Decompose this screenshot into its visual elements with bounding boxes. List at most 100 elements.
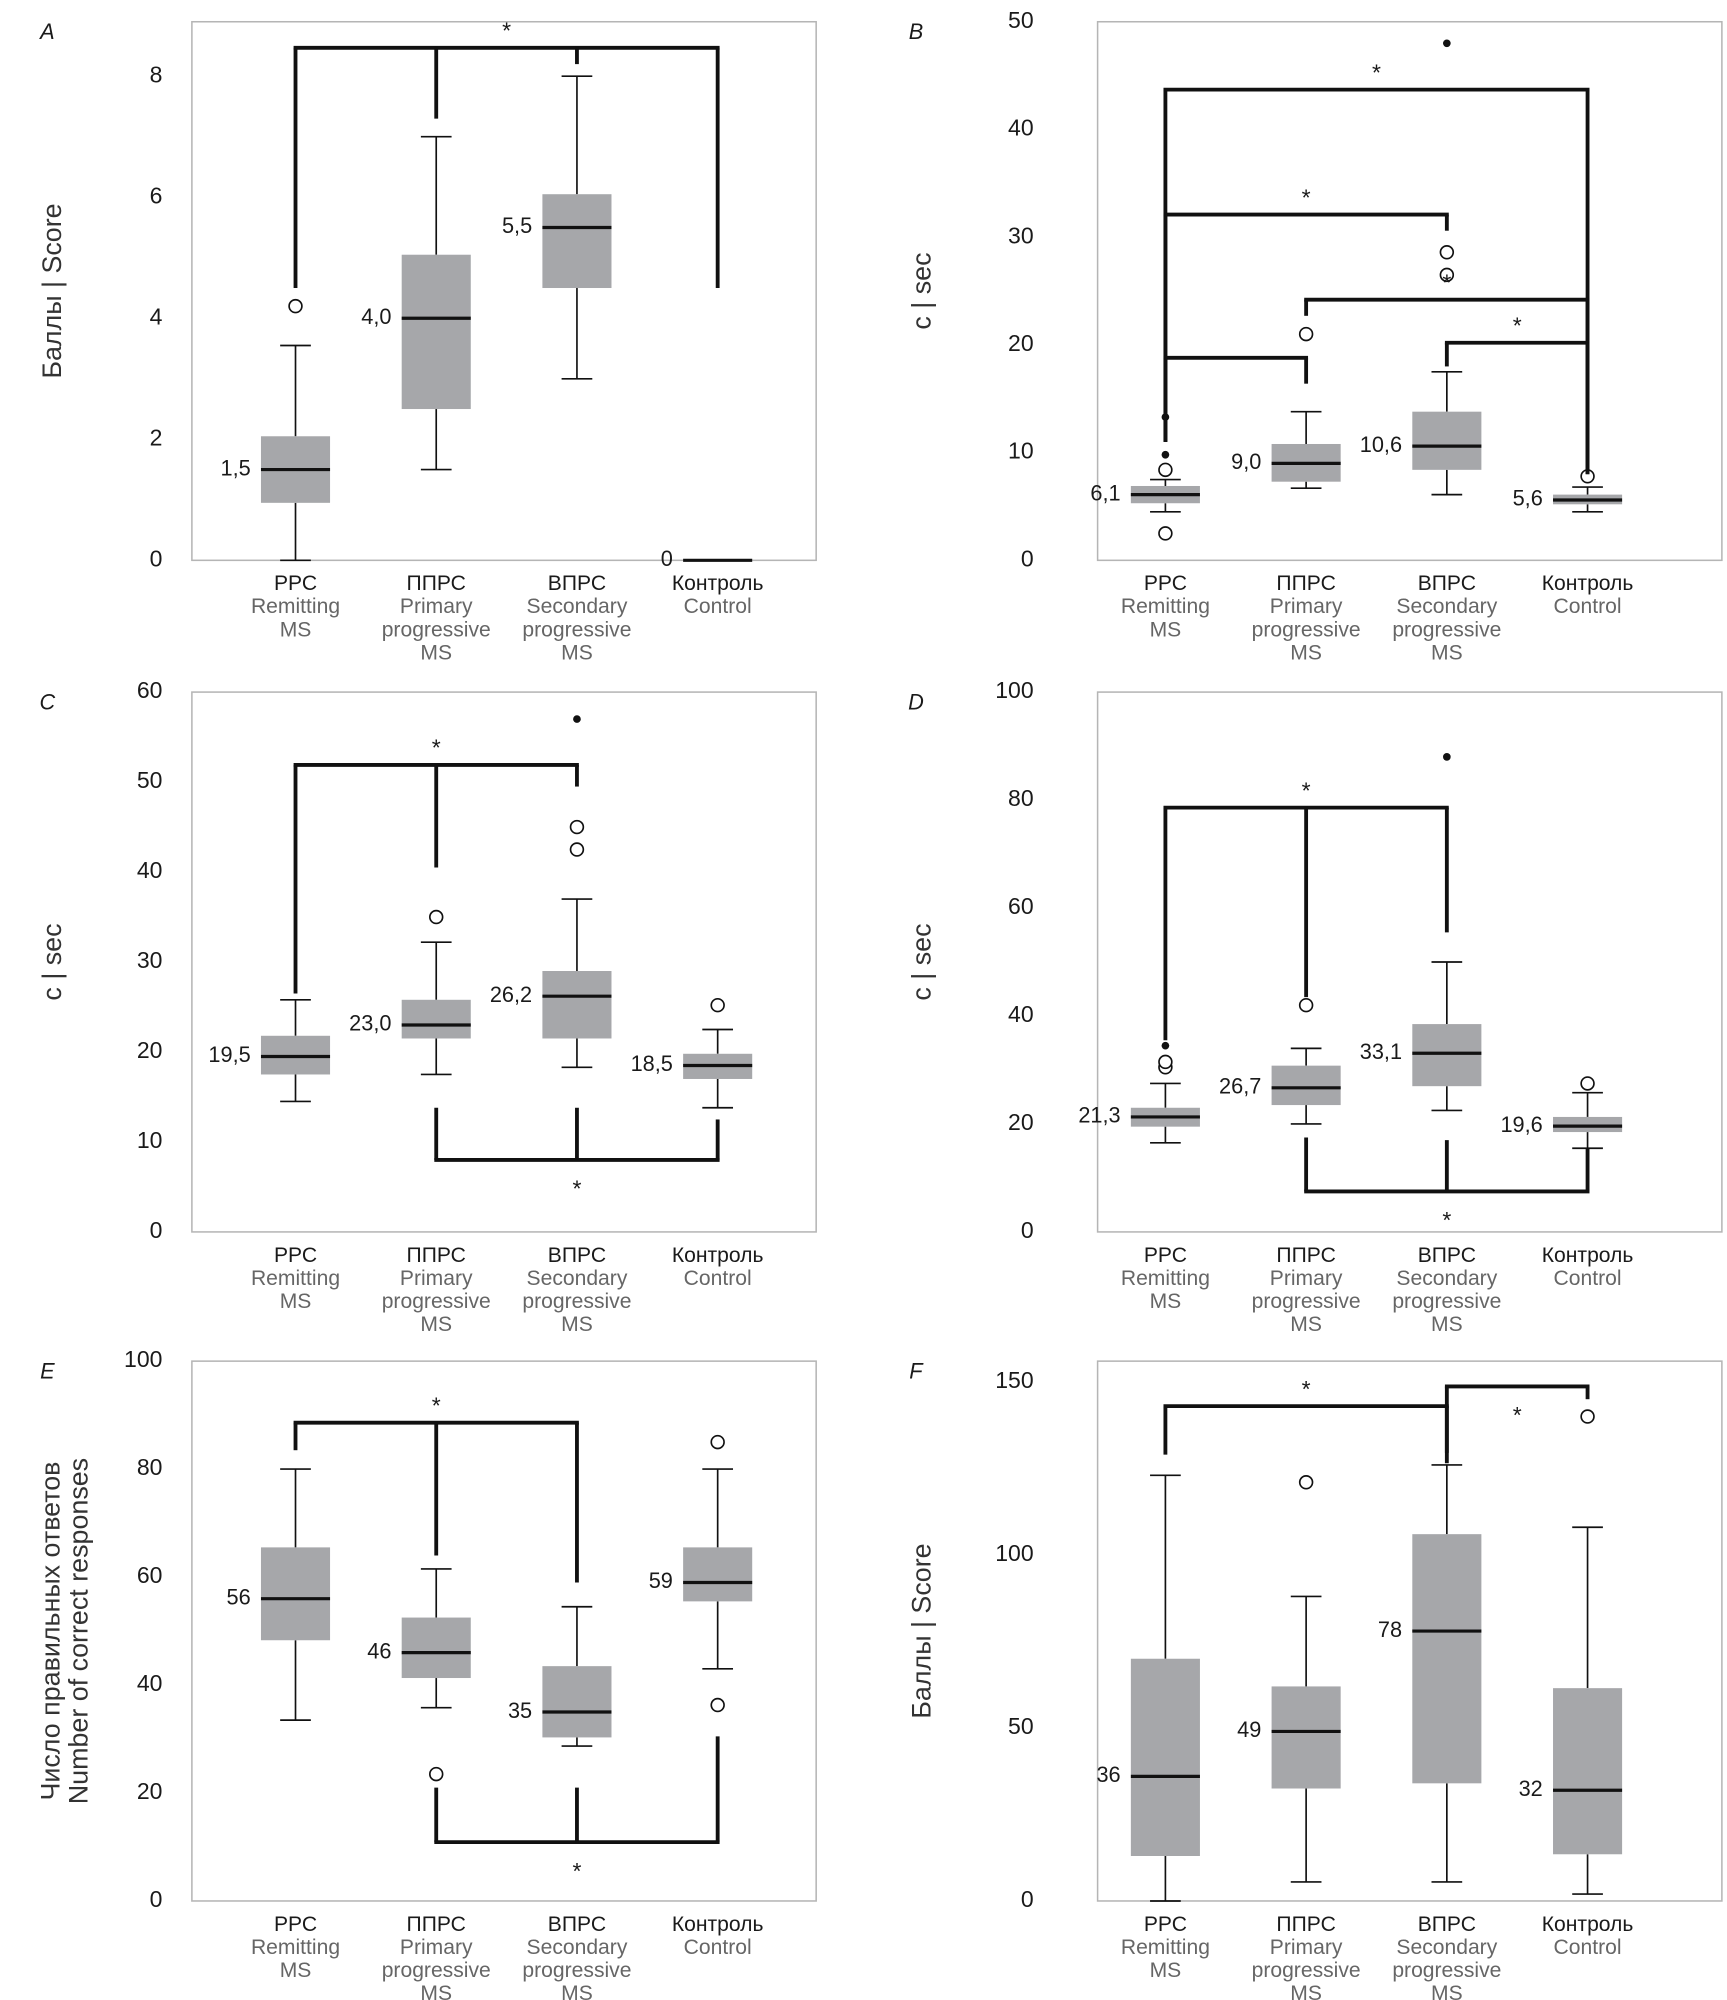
median-label: 78 bbox=[1378, 1617, 1402, 1642]
x-tick-label: Secondary bbox=[1396, 1936, 1497, 1959]
x-tick-label: Secondary bbox=[527, 595, 628, 618]
outlier bbox=[1439, 245, 1455, 260]
x-tick-label: РРС bbox=[1144, 1913, 1187, 1936]
x-tick-label: progressive bbox=[382, 1959, 491, 1982]
x-tick-label: MS bbox=[1150, 618, 1182, 641]
significance-star: * bbox=[432, 735, 441, 761]
x-tick-label: Secondary bbox=[1396, 595, 1497, 618]
x-tick-label: progressive bbox=[1392, 1290, 1501, 1313]
box bbox=[1130, 1658, 1200, 1856]
y-tick-label: 80 bbox=[137, 1454, 163, 1480]
x-tick-label: progressive bbox=[522, 618, 631, 641]
x-tick-label: Контроль bbox=[1542, 572, 1634, 595]
significance-star: * bbox=[1513, 1402, 1522, 1428]
outlier bbox=[710, 1434, 725, 1450]
y-tick-label: 50 bbox=[1008, 7, 1034, 33]
x-tick-label: ППРС bbox=[407, 1913, 466, 1936]
median-label: 6,1 bbox=[1090, 480, 1120, 505]
x-tick-label: MS bbox=[280, 1290, 312, 1313]
panel-label: A bbox=[38, 19, 55, 44]
median-label: 59 bbox=[649, 1568, 673, 1593]
y-axis-label: Баллы | Score bbox=[907, 1543, 937, 1718]
x-tick-label: ППРС bbox=[1276, 572, 1335, 595]
y-tick-label: 100 bbox=[995, 677, 1033, 703]
y-axis-label: Число правильных ответов bbox=[36, 1462, 66, 1801]
y-tick-label: 40 bbox=[1008, 115, 1034, 141]
x-tick-label: MS bbox=[1431, 1313, 1463, 1336]
y-tick-label: 8 bbox=[150, 61, 163, 87]
x-tick-label: MS bbox=[420, 1982, 452, 2000]
outlier bbox=[569, 819, 585, 835]
y-tick-label: 50 bbox=[137, 767, 163, 793]
x-tick-label: РРС bbox=[274, 1244, 317, 1267]
box bbox=[1271, 1065, 1341, 1106]
box bbox=[401, 1617, 471, 1679]
x-tick-label: ВПРС bbox=[1418, 572, 1476, 595]
panel-label: B bbox=[909, 19, 924, 44]
x-tick-label: Primary bbox=[1270, 1267, 1343, 1290]
y-tick-label: 0 bbox=[1021, 1886, 1034, 1912]
significance-star: * bbox=[502, 17, 511, 43]
x-tick-label: Контроль bbox=[1542, 1913, 1634, 1936]
box bbox=[401, 999, 471, 1039]
x-tick-label: progressive bbox=[1392, 1959, 1501, 1982]
median-label: 36 bbox=[1096, 1762, 1120, 1787]
x-tick-label: ВПРС bbox=[548, 572, 606, 595]
box bbox=[1412, 1024, 1482, 1087]
y-tick-label: 30 bbox=[1008, 222, 1034, 248]
y-axis-label: Number of correct responses bbox=[64, 1458, 94, 1804]
y-tick-label: 20 bbox=[137, 1037, 163, 1063]
plot-frame bbox=[191, 1360, 817, 1902]
median-label: 1,5 bbox=[221, 455, 251, 480]
median-label: 26,2 bbox=[490, 982, 532, 1007]
x-tick-label: progressive bbox=[522, 1290, 631, 1313]
median-label: 5,5 bbox=[502, 213, 532, 238]
significance-star: * bbox=[1442, 269, 1451, 295]
x-tick-label: РРС bbox=[1144, 572, 1187, 595]
outlier bbox=[710, 997, 725, 1013]
box bbox=[401, 254, 471, 410]
y-tick-label: 60 bbox=[137, 1562, 163, 1588]
outlier bbox=[1298, 326, 1314, 342]
x-tick-label: MS bbox=[280, 618, 312, 641]
x-tick-label: Primary bbox=[400, 1936, 473, 1959]
median-label: 26,7 bbox=[1219, 1074, 1261, 1099]
median-label: 46 bbox=[367, 1638, 391, 1663]
y-tick-label: 0 bbox=[150, 1886, 163, 1912]
median-label: 35 bbox=[508, 1698, 532, 1723]
x-tick-label: Primary bbox=[1270, 595, 1343, 618]
y-tick-label: 20 bbox=[1008, 1109, 1034, 1135]
median-label: 49 bbox=[1237, 1717, 1261, 1742]
median-label: 19,6 bbox=[1500, 1112, 1542, 1137]
outlier bbox=[569, 842, 585, 857]
x-tick-label: MS bbox=[280, 1959, 312, 1982]
x-tick-label: MS bbox=[561, 641, 593, 664]
median-label: 5,6 bbox=[1513, 486, 1543, 511]
median-label: 4,0 bbox=[361, 304, 391, 329]
significance-star: * bbox=[1372, 59, 1381, 85]
x-tick-label: progressive bbox=[1252, 1290, 1361, 1313]
plot-frame bbox=[191, 691, 817, 1233]
significance-star: * bbox=[1302, 777, 1311, 803]
x-tick-label: ППРС bbox=[407, 572, 466, 595]
x-tick-label: Контроль bbox=[672, 1244, 764, 1267]
plot-frame bbox=[1096, 1360, 1723, 1902]
outlier bbox=[288, 298, 303, 314]
x-tick-label: ВПРС bbox=[548, 1244, 606, 1267]
x-tick-label: MS bbox=[1150, 1959, 1182, 1982]
x-tick-label: Primary bbox=[1270, 1936, 1343, 1959]
x-tick-label: progressive bbox=[382, 618, 491, 641]
x-tick-label: Контроль bbox=[1542, 1244, 1634, 1267]
x-tick-label: ППРС bbox=[407, 1244, 466, 1267]
y-tick-label: 10 bbox=[1008, 438, 1034, 464]
x-tick-label: ВПРС bbox=[1418, 1913, 1476, 1936]
x-tick-label: progressive bbox=[1252, 1959, 1361, 1982]
panel-label: E bbox=[40, 1358, 55, 1383]
y-tick-label: 40 bbox=[1008, 1001, 1034, 1027]
y-axis-label: с | sec bbox=[907, 923, 937, 1000]
x-tick-label: progressive bbox=[522, 1959, 631, 1982]
y-tick-label: 10 bbox=[137, 1127, 163, 1153]
box bbox=[542, 971, 612, 1039]
y-tick-label: 0 bbox=[150, 1217, 163, 1243]
x-tick-label: Контроль bbox=[672, 1913, 764, 1936]
